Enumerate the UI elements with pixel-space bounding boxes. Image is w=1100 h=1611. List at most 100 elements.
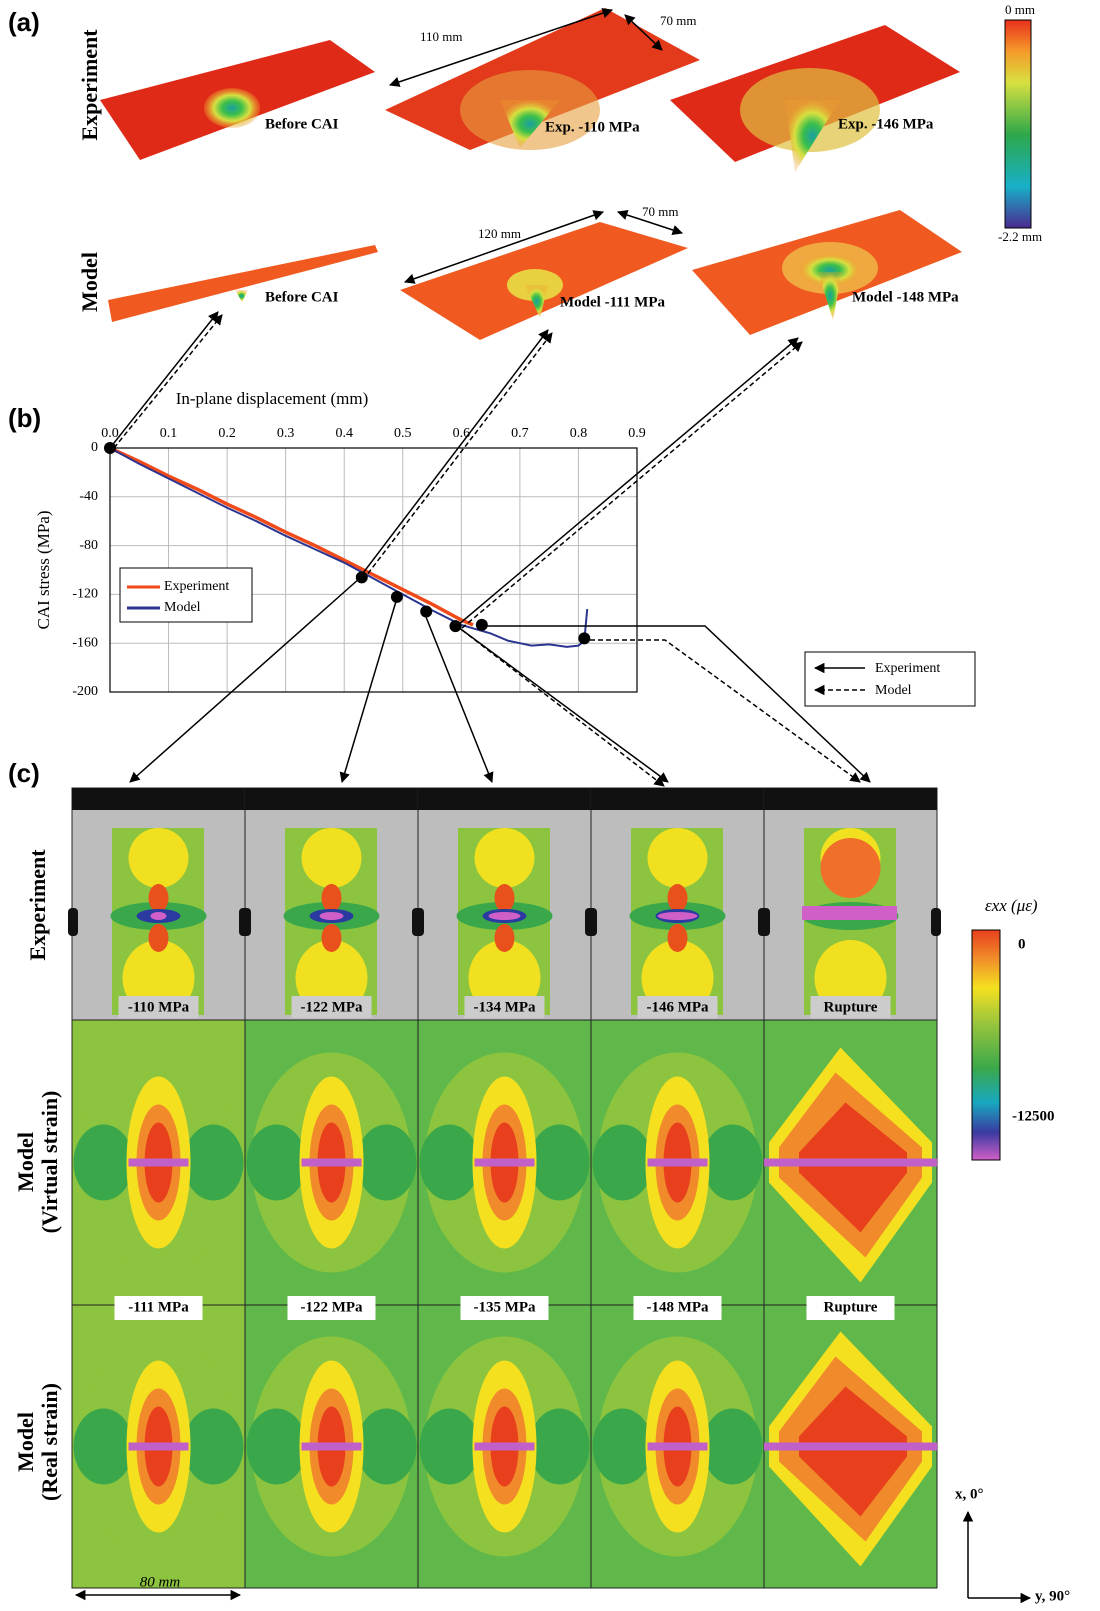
dimension-label: 110 mm [420, 29, 463, 44]
label-box [118, 996, 199, 1018]
strain-zone [820, 838, 881, 898]
fixture [241, 908, 251, 936]
label-box [460, 1296, 549, 1320]
strain-zone [150, 912, 167, 920]
x-tick-label: 0.8 [570, 426, 588, 441]
colorbar-label: 0 mm [1005, 2, 1035, 17]
plot: 0.0 0.1 0.2 0.3 0.4 0.5 0.6 0.7 0.8 0.9 0 -40 -80 -12… [72, 426, 645, 699]
caption: Before CAI [265, 289, 339, 305]
colorbar-label: -12500 [1012, 1108, 1055, 1124]
crack [802, 906, 897, 920]
crack [474, 1158, 535, 1167]
x-tick-label: 0.6 [453, 426, 471, 441]
strain-zone [494, 884, 515, 912]
strain-zone [148, 884, 169, 912]
strain-maps [68, 787, 941, 1589]
strain-zone [356, 1124, 417, 1201]
strain-zone [494, 924, 515, 952]
strain-zone [667, 884, 688, 912]
label-box [464, 996, 545, 1018]
fixture [587, 908, 597, 936]
strain-zone [799, 1102, 907, 1233]
strain-zone [246, 1408, 307, 1485]
map-label: -111 MPa [128, 1299, 189, 1315]
point [104, 442, 116, 454]
fixture [72, 788, 245, 810]
point [449, 620, 462, 633]
crack [301, 1158, 362, 1167]
strain-zone [73, 1124, 134, 1201]
y-tick-label: -160 [72, 635, 98, 650]
axis-label: y, 90° [1035, 1588, 1070, 1604]
fixture [760, 908, 770, 936]
x-tick-label: 0.4 [335, 426, 353, 441]
colorbar [1004, 19, 1032, 229]
strain-zone [128, 828, 189, 888]
crack [301, 1442, 362, 1451]
connector-arrows [109, 311, 871, 787]
row-label: (Virtual strain) [37, 1091, 62, 1234]
strain-zone [657, 912, 698, 920]
strain-zone [419, 1408, 480, 1485]
highlight-points [104, 442, 591, 645]
fixture [68, 908, 78, 936]
legend [119, 567, 253, 623]
legend-text: Experiment [875, 661, 940, 676]
colorbar-label: -2.2 mm [998, 229, 1042, 244]
strain-zone [592, 1124, 653, 1201]
caption: Exp. -146 MPa [838, 116, 934, 132]
panel-label: (a) [8, 7, 40, 37]
strain-zone [73, 1408, 134, 1485]
strain-zone [529, 1408, 590, 1485]
point [355, 571, 368, 584]
point [420, 605, 433, 618]
legend-text: Model [164, 600, 201, 615]
row-label: Model [13, 1412, 38, 1472]
series-line [109, 447, 589, 648]
strain-zone [592, 1408, 653, 1485]
row-label: Model [77, 252, 102, 312]
map-label: -146 MPa [646, 999, 709, 1015]
strain-zone [488, 912, 521, 920]
point [578, 632, 591, 645]
strain-zone [799, 1386, 907, 1517]
map-label: -110 MPa [128, 999, 190, 1015]
strain-zone [319, 912, 344, 920]
strain-zone [183, 1124, 244, 1201]
plot-frame [109, 447, 638, 693]
series-line [109, 446, 474, 627]
x-axis-label: In-plane displacement (mm) [176, 389, 369, 408]
y-tick-label: -120 [72, 587, 98, 602]
y-tick-label: -80 [79, 538, 98, 553]
map-label: Rupture [824, 1299, 878, 1315]
map-label: -122 MPa [300, 1299, 363, 1315]
x-tick-label: 0.2 [218, 426, 236, 441]
strain-zone [246, 1124, 307, 1201]
label-box [633, 1296, 722, 1320]
map-label: -148 MPa [646, 1299, 709, 1315]
label-box [291, 996, 372, 1018]
caption: Model -148 MPa [852, 289, 959, 305]
panel-label: (b) [8, 403, 41, 433]
dimension-label: 70 mm [642, 204, 678, 219]
dimension-label: 120 mm [478, 226, 521, 241]
strain-zone [321, 884, 342, 912]
colorbar-title: εxx (με) [985, 896, 1038, 915]
row-label: Experiment [25, 849, 50, 961]
strain-zone [702, 1124, 763, 1201]
crack [474, 1442, 535, 1451]
strain-zone [667, 924, 688, 952]
strain-zone [301, 828, 362, 888]
colorbar [971, 929, 1001, 1161]
dimension-label: 70 mm [660, 13, 696, 28]
strain-zone [419, 1124, 480, 1201]
panel-label: (c) [8, 758, 40, 788]
x-tick-label: 0.3 [277, 426, 295, 441]
strain-zone [148, 924, 169, 952]
map-label: -135 MPa [473, 1299, 536, 1315]
y-axis-label: CAI stress (MPa) [34, 511, 53, 630]
row-label: (Real strain) [37, 1383, 62, 1501]
label-box [114, 1296, 203, 1320]
fixture [414, 908, 424, 936]
